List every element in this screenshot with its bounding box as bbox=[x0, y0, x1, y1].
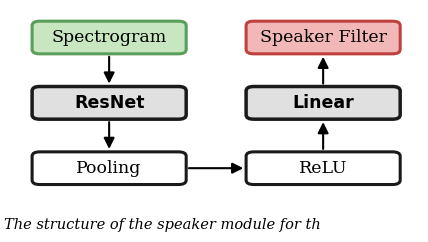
FancyBboxPatch shape bbox=[32, 87, 186, 119]
FancyBboxPatch shape bbox=[32, 152, 186, 184]
FancyBboxPatch shape bbox=[246, 152, 400, 184]
Text: Linear: Linear bbox=[292, 94, 354, 112]
Text: Pooling: Pooling bbox=[77, 160, 142, 177]
Text: Speaker Filter: Speaker Filter bbox=[260, 29, 386, 46]
Text: The structure of the speaker module for th: The structure of the speaker module for … bbox=[4, 218, 321, 232]
Text: Spectrogram: Spectrogram bbox=[51, 29, 167, 46]
Text: ReLU: ReLU bbox=[299, 160, 348, 177]
FancyBboxPatch shape bbox=[246, 21, 400, 54]
FancyBboxPatch shape bbox=[246, 87, 400, 119]
Text: ResNet: ResNet bbox=[74, 94, 144, 112]
FancyBboxPatch shape bbox=[32, 21, 186, 54]
